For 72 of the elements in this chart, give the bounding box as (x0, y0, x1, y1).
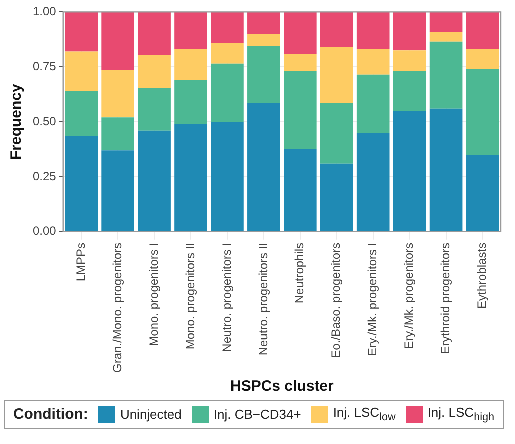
bar (211, 12, 244, 43)
bar (211, 42, 244, 64)
x-tick-label: LMPPs (74, 242, 88, 282)
legend-label: Uninjected (120, 406, 182, 422)
bar (356, 12, 390, 50)
bar (466, 69, 500, 156)
bar (430, 108, 463, 232)
legend-label: Inj. LSC$_{low}$ (333, 405, 396, 424)
bar (430, 32, 463, 42)
x-tick-label: Neutrophils (292, 242, 307, 304)
bar (356, 74, 390, 134)
y-tick-label: 0.25 (32, 169, 57, 184)
bar (65, 136, 98, 232)
bar (248, 12, 280, 34)
legend-title: Condition: (13, 406, 88, 423)
bar (466, 50, 500, 70)
bar (174, 50, 208, 80)
bar (393, 12, 426, 51)
bar (102, 118, 134, 151)
bar (430, 12, 463, 32)
bar (102, 70, 134, 118)
bar (65, 52, 98, 92)
bar (284, 12, 317, 54)
bar (356, 133, 390, 232)
bar (320, 12, 354, 48)
x-tick-label: Neutro. progenitors II (256, 242, 270, 356)
x-tick-label: Mono. progenitors II (183, 242, 198, 350)
legend-label: Inj. LSC$_{high}$ (428, 405, 495, 424)
bar (393, 50, 426, 72)
bar (320, 103, 354, 164)
bar (430, 42, 463, 109)
bar (248, 34, 280, 46)
bar (466, 12, 500, 50)
x-tick-label: Gran./Mono. progenitors (110, 242, 124, 374)
y-axis-title: Frequency (8, 83, 26, 160)
bar (138, 130, 171, 232)
bar (356, 50, 390, 75)
bar (102, 150, 134, 232)
y-tick-label: 0.75 (32, 59, 57, 74)
bar (211, 122, 244, 232)
y-tick-label: 0.50 (32, 114, 57, 128)
bar (174, 80, 208, 124)
bar (284, 150, 317, 232)
x-tick-label: Ery./Mk. progenitors (402, 242, 416, 350)
bar (174, 124, 208, 232)
bar (65, 12, 98, 52)
x-tick-label: Ery./Mk. progenitors I (366, 242, 380, 356)
x-tick-label: Erythroid progenitors (438, 242, 453, 354)
bar (466, 155, 500, 232)
bar (138, 12, 171, 56)
bar (211, 64, 244, 122)
legend-label: Inj. CB−CD34+ (214, 406, 302, 422)
bar (248, 46, 280, 104)
y-tick-label: 1.00 (32, 4, 57, 19)
bar (393, 111, 426, 232)
x-tick-label: Eo./Baso. progenitors (329, 242, 344, 358)
bar (174, 12, 208, 50)
bar (393, 72, 426, 112)
x-axis-title: HSPCs cluster (230, 378, 334, 396)
x-tick-label: Neutro. progenitors I (220, 242, 234, 352)
bar (320, 47, 354, 104)
x-tick-label: Mono. progenitors I (146, 242, 161, 346)
bar (65, 91, 98, 136)
y-tick-label: 0.00 (32, 224, 57, 238)
bar (284, 72, 317, 150)
bar (284, 54, 317, 72)
bar (248, 103, 280, 232)
bar (138, 88, 171, 131)
bar (138, 55, 171, 88)
x-tick-label: Eythroblasts (475, 242, 490, 309)
bar (102, 12, 134, 70)
bar (320, 164, 354, 232)
